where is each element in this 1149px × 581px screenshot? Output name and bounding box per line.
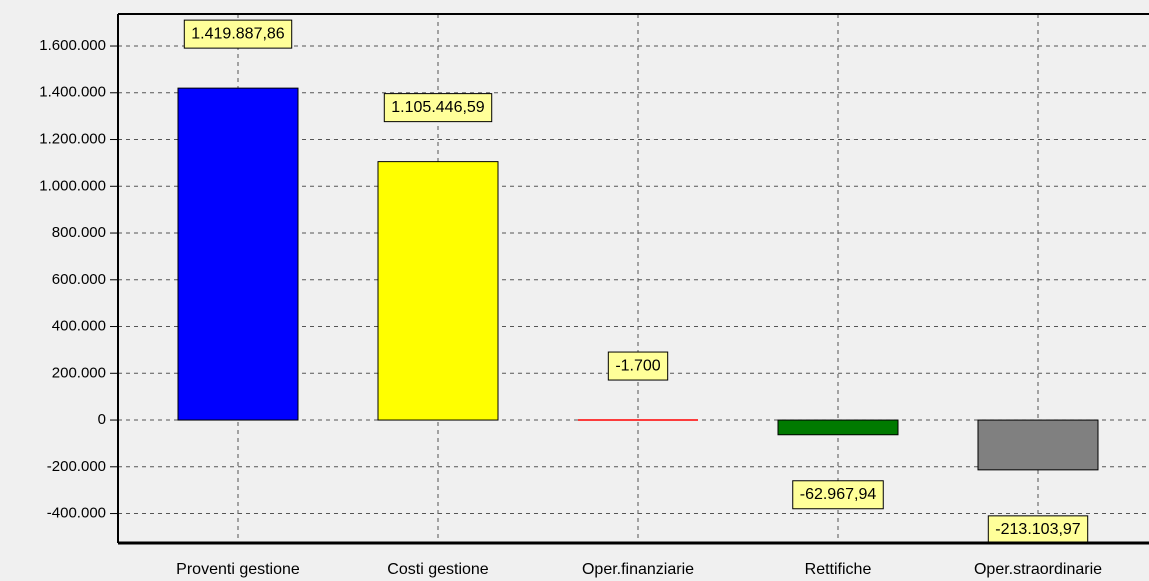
value-label-box xyxy=(383,93,493,123)
y-tick-label: 400.000 xyxy=(52,318,106,335)
x-tick-label: Oper.finanziarie xyxy=(582,561,694,578)
value-label: -62.967,94 xyxy=(800,486,877,503)
bar xyxy=(377,161,499,421)
y-tick-label: -400.000 xyxy=(47,505,106,522)
bar xyxy=(977,419,1099,471)
value-label-box xyxy=(987,515,1089,545)
y-tick-label: 1.200.000 xyxy=(39,130,106,147)
bar xyxy=(177,87,299,421)
value-label-box xyxy=(183,19,293,49)
value-label-box xyxy=(607,351,669,381)
x-tick-label: Oper.straordinarie xyxy=(974,561,1102,578)
y-tick-label: 1.400.000 xyxy=(39,84,106,101)
y-tick-label: -200.000 xyxy=(47,458,106,475)
value-label: 1.419.887,86 xyxy=(191,25,285,42)
y-tick-label: 600.000 xyxy=(52,271,106,288)
x-tick-label: Proventi gestione xyxy=(176,561,300,578)
x-tick-label: Costi gestione xyxy=(387,561,488,578)
value-label: -1.700 xyxy=(615,357,660,374)
value-label: -213.103,97 xyxy=(995,521,1081,538)
y-tick-label: 0 xyxy=(98,411,106,428)
y-tick-label: 800.000 xyxy=(52,224,106,241)
x-tick-label: Rettifiche xyxy=(805,561,872,578)
y-tick-label: 1.000.000 xyxy=(39,177,106,194)
value-label-box xyxy=(792,480,884,510)
y-tick-label: 1.600.000 xyxy=(39,37,106,54)
bar xyxy=(777,419,899,436)
y-tick-label: 200.000 xyxy=(52,364,106,381)
value-label: 1.105.446,59 xyxy=(391,99,485,116)
